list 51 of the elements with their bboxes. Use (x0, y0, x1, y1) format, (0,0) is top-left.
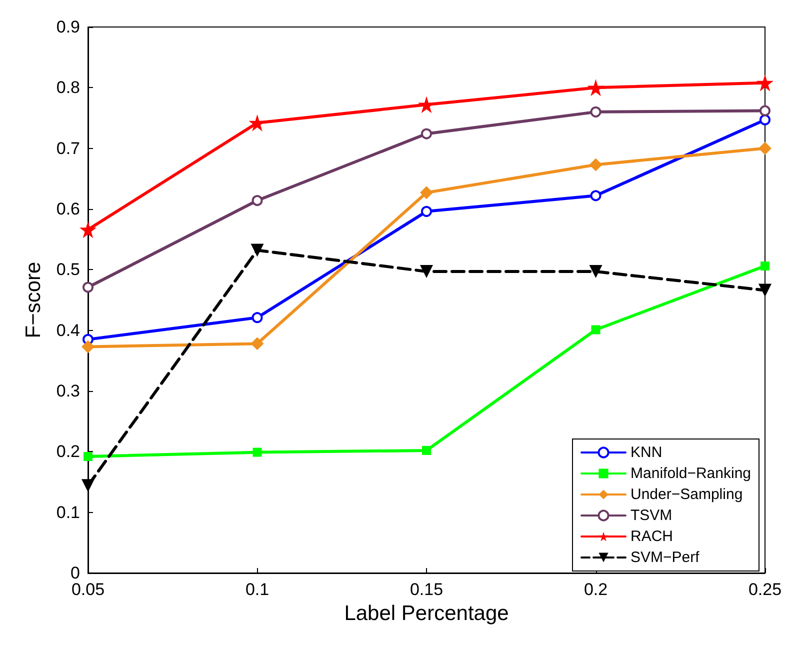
x-tick-label: 0.15 (410, 580, 444, 599)
legend-label: Manifold−Ranking (630, 465, 752, 482)
x-axis-title: Label Percentage (344, 602, 509, 625)
point (591, 325, 600, 334)
point (82, 282, 94, 293)
point (760, 262, 770, 271)
point (252, 195, 263, 206)
legend-label: KNN (630, 444, 662, 461)
point (80, 221, 96, 238)
legend-label: TSVM (630, 507, 672, 524)
y-tick-label: 0.3 (56, 382, 80, 400)
point (587, 79, 604, 96)
point (589, 158, 602, 172)
point (590, 190, 602, 202)
y-tick-label: 0.8 (56, 78, 80, 98)
point (420, 264, 433, 278)
x-tick-label: 0.2 (584, 580, 608, 599)
point (756, 74, 774, 92)
point (590, 106, 602, 118)
y-axis-title: F−score (22, 262, 45, 338)
y-tick-label: 0.9 (56, 18, 80, 36)
point (252, 448, 262, 457)
x-tick-label: 0.05 (71, 580, 105, 599)
point (422, 446, 431, 455)
point (421, 206, 432, 217)
point (248, 114, 266, 132)
x-tick-label: 0.25 (748, 580, 782, 599)
y-tick-label: 0 (70, 564, 80, 582)
point (250, 244, 264, 257)
y-tick-label: 0.1 (56, 502, 80, 522)
legend-label: Under−Sampling (630, 486, 743, 503)
point (84, 452, 92, 462)
point (589, 264, 602, 278)
y-tick-label: 0.5 (56, 260, 80, 280)
y-tick-label: 0.2 (56, 442, 80, 462)
legend-label: RACH (630, 528, 674, 545)
point (760, 114, 770, 126)
point (758, 284, 772, 297)
point (252, 312, 263, 324)
point (82, 340, 94, 354)
y-tick-label: 0.7 (56, 138, 80, 158)
point (760, 105, 770, 116)
point (421, 128, 432, 140)
x-tick-label: 0.1 (245, 580, 270, 599)
point (250, 337, 264, 350)
y-tick-label: 0.6 (56, 200, 80, 218)
point (82, 479, 94, 492)
legend-label: SVM−Perf (630, 549, 700, 566)
point (758, 142, 772, 155)
point (420, 186, 433, 200)
y-tick-label: 0.4 (56, 320, 80, 340)
